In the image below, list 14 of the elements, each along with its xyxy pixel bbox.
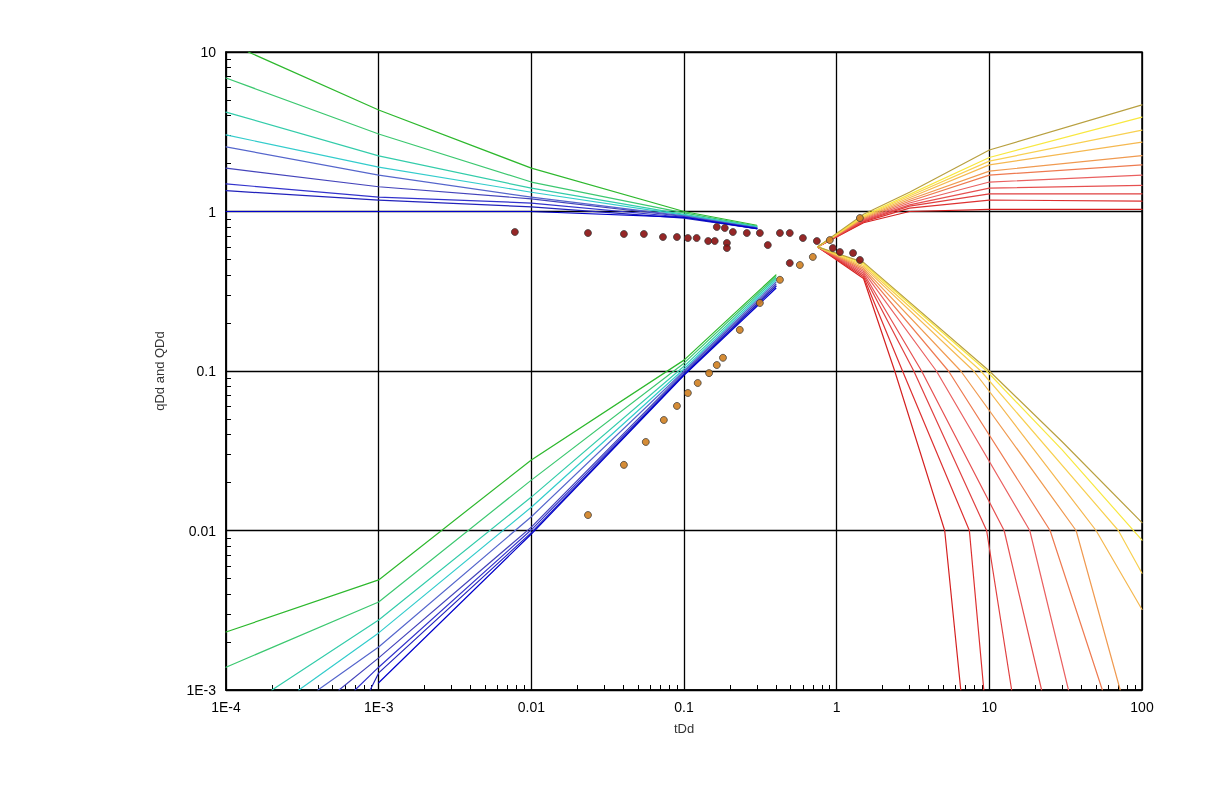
x-tick-label: 1 — [832, 699, 841, 715]
y-tick-label: 0.01 — [188, 522, 217, 539]
y-axis-title: qDd and QDd — [152, 331, 167, 411]
x-tick-label: 0.01 — [517, 699, 546, 715]
x-axis-title: tDd — [673, 721, 695, 736]
x-tick-label: 1E-3 — [363, 699, 394, 715]
y-tick-label: 0.1 — [196, 363, 217, 379]
x-tick-label: 0.1 — [674, 699, 694, 715]
x-tick-label: 100 — [1130, 699, 1154, 715]
y-tick-label: 10 — [200, 44, 217, 60]
x-tick-label: 10 — [981, 699, 998, 715]
y-tick-label: 1E-3 — [186, 682, 217, 698]
x-tick-label: 1E-4 — [211, 699, 241, 715]
y-tick-label: 1 — [208, 203, 217, 220]
